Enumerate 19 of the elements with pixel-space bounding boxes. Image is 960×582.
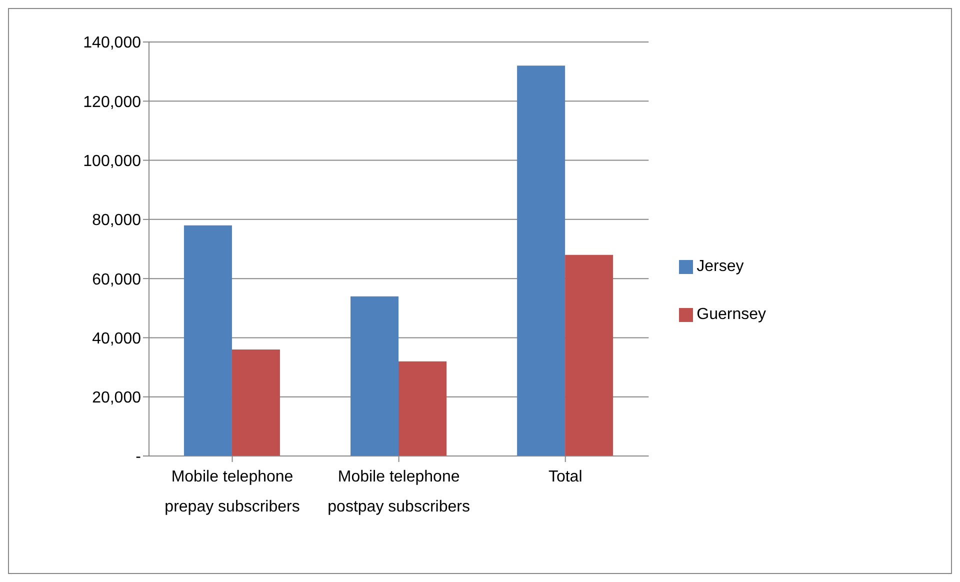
x-tick-label: Mobile telephone postpay subscribers — [328, 468, 470, 516]
y-tick-label: 80,000 — [92, 212, 142, 230]
bar — [398, 361, 447, 456]
y-tick-label: 40,000 — [92, 330, 142, 348]
x-tick-label: Mobile telephone prepay subscribers — [164, 468, 300, 516]
y-tick-label: 140,000 — [83, 34, 142, 52]
y-tick-label: 60,000 — [92, 271, 142, 288]
legend-label: Jersey — [696, 258, 744, 275]
y-tick-label: 20,000 — [92, 390, 142, 407]
bar — [232, 350, 280, 456]
legend-label: Guernsey — [696, 306, 766, 323]
y-tick-label: 100,000 — [83, 152, 142, 170]
x-tick-label: Total — [548, 468, 582, 486]
bar — [184, 225, 232, 456]
bar — [350, 296, 399, 456]
bar — [517, 66, 566, 456]
y-tick-label: 120,000 — [83, 94, 142, 111]
bar — [565, 254, 614, 456]
y-tick-label: - — [136, 448, 141, 466]
